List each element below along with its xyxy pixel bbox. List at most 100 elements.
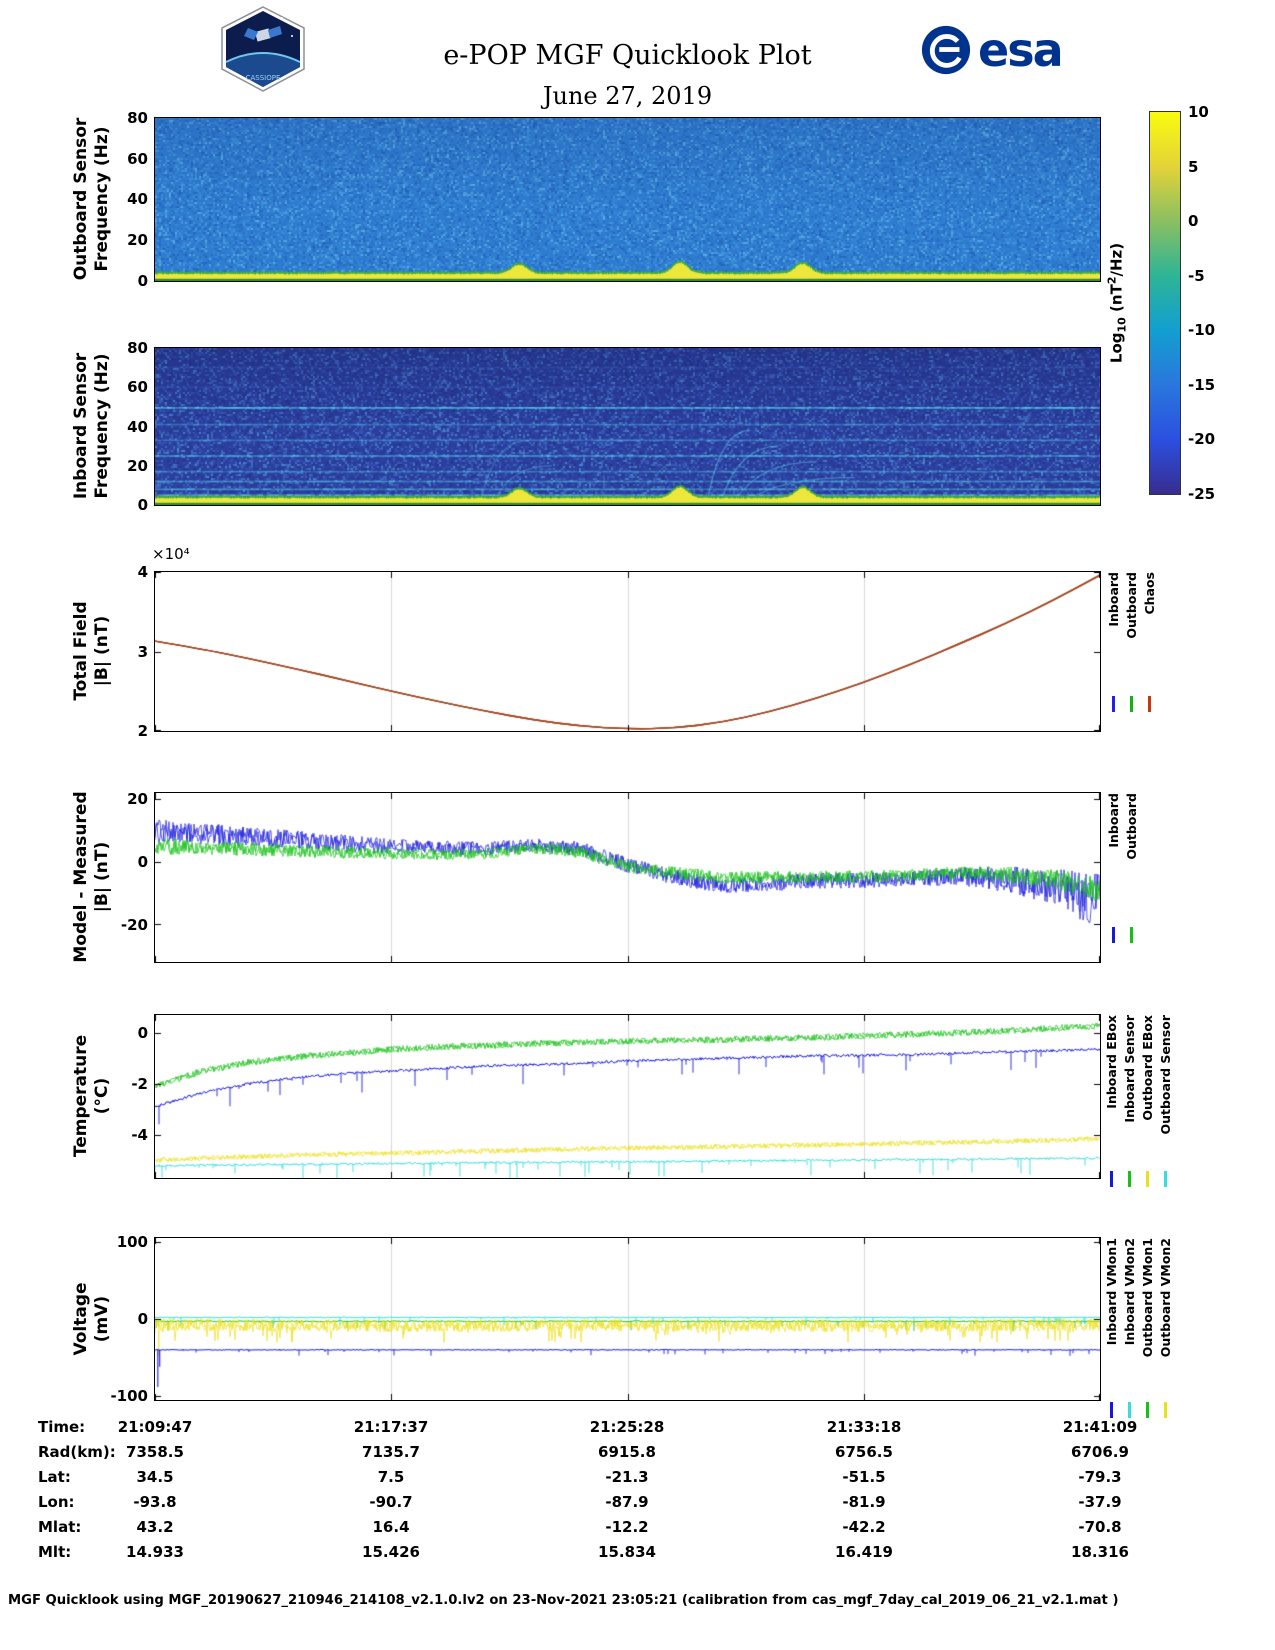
patch-satellite-body bbox=[254, 28, 272, 42]
legend-line-sample bbox=[1128, 1402, 1131, 1418]
table-cell: -87.9 bbox=[605, 1493, 649, 1511]
colorbar-tick: -15 bbox=[1188, 376, 1216, 394]
legend-line-sample bbox=[1130, 927, 1133, 943]
y-tick-label: 60 bbox=[127, 378, 148, 396]
table-cell: -12.2 bbox=[605, 1518, 649, 1536]
legend-label: Outboard Sensor bbox=[1158, 1015, 1173, 1135]
legend-line-sample bbox=[1146, 1171, 1149, 1187]
legend-entry: Outboard bbox=[1124, 793, 1139, 943]
total-field-plot bbox=[154, 571, 1101, 732]
colorbar-tick: -20 bbox=[1188, 430, 1216, 448]
y-tick-label: -4 bbox=[131, 1126, 148, 1144]
y-tick-label: 80 bbox=[127, 339, 148, 357]
colorbar-tick: -10 bbox=[1188, 321, 1216, 339]
legend-entry: Inboard EBox bbox=[1104, 1015, 1119, 1187]
voltage-plot bbox=[154, 1237, 1101, 1401]
patch-solar-panel-left bbox=[244, 28, 258, 40]
legend-line-sample bbox=[1164, 1402, 1167, 1418]
y-tick-label: 3 bbox=[137, 643, 148, 661]
legend-line-sample bbox=[1112, 696, 1115, 712]
temperature-legend: Inboard EBox Inboard Sensor Outboard EBo… bbox=[1104, 1015, 1173, 1187]
legend-label: Inboard VMon1 bbox=[1104, 1238, 1119, 1346]
legend-label: Outboard VMon2 bbox=[1158, 1238, 1173, 1358]
table-row-label: Rad(km): bbox=[38, 1443, 116, 1461]
legend-entry: Inboard VMon2 bbox=[1122, 1238, 1137, 1418]
patch-star bbox=[237, 21, 239, 23]
legend-entry: Inboard VMon1 bbox=[1104, 1238, 1119, 1418]
y-tick-label: 20 bbox=[127, 231, 148, 249]
patch-star bbox=[281, 17, 283, 19]
inboard-spectrogram-plot bbox=[154, 347, 1101, 506]
y-axis-multiplier: ×10⁴ bbox=[152, 545, 190, 563]
y-tick-label: 0 bbox=[137, 272, 148, 290]
legend-entry: Outboard Sensor bbox=[1158, 1015, 1173, 1187]
table-row-label: Mlat: bbox=[38, 1518, 82, 1536]
table-cell: -21.3 bbox=[605, 1468, 649, 1486]
legend-line-sample bbox=[1164, 1171, 1167, 1187]
table-row: Rad(km): 7358.5 7135.7 6915.8 6756.5 670… bbox=[0, 1443, 1275, 1467]
y-tick-label: 0 bbox=[137, 1024, 148, 1042]
legend-line-sample bbox=[1130, 696, 1133, 712]
model-measured-legend: Inboard Outboard bbox=[1106, 793, 1139, 943]
legend-line-sample bbox=[1148, 696, 1151, 712]
table-cell: 7.5 bbox=[377, 1468, 405, 1486]
legend-label: Inboard EBox bbox=[1104, 1015, 1119, 1109]
y-tick-label: 0 bbox=[137, 853, 148, 871]
table-cell: -51.5 bbox=[842, 1468, 886, 1486]
total-field-legend: Inboard Outboard Chaos bbox=[1106, 572, 1157, 712]
legend-entry: Outboard EBox bbox=[1140, 1015, 1155, 1187]
temperature-plot bbox=[154, 1014, 1101, 1179]
esa-wordmark: esa bbox=[978, 23, 1064, 77]
y-tick-label: 20 bbox=[127, 457, 148, 475]
y-tick-label: 40 bbox=[127, 190, 148, 208]
legend-label: Outboard EBox bbox=[1140, 1015, 1155, 1121]
y-tick-label: -2 bbox=[131, 1075, 148, 1093]
legend-line-sample bbox=[1110, 1171, 1113, 1187]
model-measured-plot bbox=[154, 792, 1101, 963]
esa-logo: esa bbox=[920, 23, 1064, 77]
colorbar bbox=[1149, 111, 1181, 495]
plot-date: June 27, 2019 bbox=[542, 82, 713, 110]
table-cell: 21:33:18 bbox=[826, 1418, 902, 1436]
legend-label: Inboard VMon2 bbox=[1122, 1238, 1137, 1346]
table-cell: -81.9 bbox=[842, 1493, 886, 1511]
legend-label: Outboard bbox=[1124, 572, 1139, 639]
legend-label: Outboard VMon1 bbox=[1140, 1238, 1155, 1358]
legend-line-sample bbox=[1146, 1402, 1149, 1418]
esa-globe-icon bbox=[921, 25, 971, 75]
legend-entry: Inboard bbox=[1106, 572, 1121, 712]
table-cell: 16.419 bbox=[835, 1543, 893, 1561]
model-measured-y-axis-label: Model - Measured |B| (nT) bbox=[70, 791, 112, 963]
table-cell: 21:09:47 bbox=[117, 1418, 193, 1436]
table-cell: 7135.7 bbox=[362, 1443, 420, 1461]
legend-entry: Outboard bbox=[1124, 572, 1139, 712]
table-row-label: Lat: bbox=[38, 1468, 71, 1486]
table-cell: -93.8 bbox=[133, 1493, 177, 1511]
table-cell: 15.426 bbox=[362, 1543, 420, 1561]
legend-line-sample bbox=[1110, 1402, 1113, 1418]
table-row-label: Lon: bbox=[38, 1493, 75, 1511]
legend-label: Outboard bbox=[1124, 793, 1139, 860]
legend-entry: Chaos bbox=[1142, 572, 1157, 712]
table-cell: 6915.8 bbox=[598, 1443, 656, 1461]
legend-line-sample bbox=[1128, 1171, 1131, 1187]
cassiope-mission-patch-icon: CASSIOPE bbox=[221, 6, 305, 92]
table-cell: 16.4 bbox=[372, 1518, 410, 1536]
y-tick-label: -20 bbox=[120, 916, 148, 934]
table-cell: 14.933 bbox=[126, 1543, 184, 1561]
y-tick-label: 4 bbox=[137, 563, 148, 581]
outboard-spectrogram-plot bbox=[154, 117, 1101, 282]
y-tick-label: 2 bbox=[137, 722, 148, 740]
legend-label: Inboard Sensor bbox=[1122, 1015, 1137, 1123]
colorbar-tick: 5 bbox=[1188, 158, 1199, 176]
legend-label: Inboard bbox=[1106, 793, 1121, 848]
y-tick-label: 0 bbox=[137, 496, 148, 514]
table-cell: 6706.9 bbox=[1071, 1443, 1129, 1461]
patch-star bbox=[291, 35, 293, 37]
y-tick-label: 100 bbox=[116, 1233, 148, 1251]
y-tick-label: 20 bbox=[127, 790, 148, 808]
table-row: Mlt: 14.933 15.426 15.834 16.419 18.316 bbox=[0, 1543, 1275, 1567]
colorbar-label: Log10 (nT2/Hz) bbox=[1105, 242, 1129, 364]
y-tick-label: 0 bbox=[137, 1310, 148, 1328]
